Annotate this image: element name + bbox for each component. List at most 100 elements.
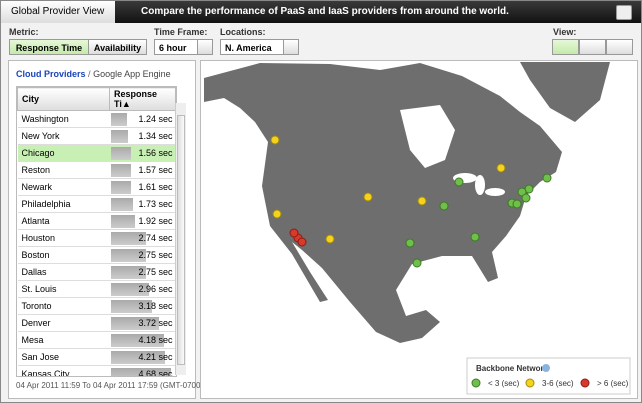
time-label: 3.18 sec — [138, 301, 173, 311]
time-bar — [110, 283, 149, 296]
time-cell: 1.92 sec — [109, 212, 176, 230]
city-cell: Philadelphia — [17, 195, 110, 213]
column-header[interactable]: Response Ti▲ — [109, 87, 176, 111]
location-dot[interactable] — [412, 258, 422, 268]
location-dot[interactable] — [542, 173, 552, 183]
time-cell: 1.24 sec — [109, 110, 176, 128]
time-bar — [110, 215, 136, 228]
location-dot[interactable] — [297, 237, 307, 247]
time-bar — [110, 351, 165, 364]
app-title: Global Provider View — [1, 1, 115, 23]
location-dot[interactable] — [363, 192, 373, 202]
time-label: 4.21 sec — [138, 352, 173, 362]
time-cell: 4.21 sec — [109, 348, 176, 366]
time-cell: 2.75 sec — [109, 263, 176, 281]
city-cell: Mesa — [17, 331, 110, 349]
time-bar — [110, 300, 152, 313]
time-label: 1.34 sec — [138, 131, 173, 141]
table-row[interactable]: Philadelphia 1.73 sec — [17, 195, 176, 213]
info-icon[interactable] — [542, 364, 550, 372]
location-dot[interactable] — [470, 232, 480, 242]
location-dot[interactable] — [496, 163, 506, 173]
time-cell: 1.73 sec — [109, 195, 176, 213]
column-header[interactable]: City — [17, 87, 110, 111]
city-cell: Reston — [17, 161, 110, 179]
legend-item: < 3 (sec) — [488, 379, 520, 388]
time-bar — [110, 249, 147, 262]
time-bar — [110, 113, 127, 126]
time-label: 2.74 sec — [138, 233, 173, 243]
table-row[interactable]: Denver 3.72 sec — [17, 314, 176, 332]
time-label: 1.56 sec — [138, 148, 173, 158]
table-row[interactable]: St. Louis 2.96 sec — [17, 280, 176, 298]
time-cell: 1.61 sec — [109, 178, 176, 196]
time-frame-dropdown[interactable]: 6 hour — [154, 39, 213, 55]
location-dot[interactable] — [289, 228, 299, 238]
metric-label: Metric: — [9, 27, 39, 37]
city-cell: New York — [17, 127, 110, 145]
city-cell: Washington — [17, 110, 110, 128]
time-cell: 4.18 sec — [109, 331, 176, 349]
time-label: 1.24 sec — [138, 114, 173, 124]
locations-label: Locations: — [220, 27, 266, 37]
table-row[interactable]: Houston 2.74 sec — [17, 229, 176, 247]
city-cell: Atlanta — [17, 212, 110, 230]
table-row[interactable]: New York 1.34 sec — [17, 127, 176, 145]
time-label: 1.92 sec — [138, 216, 173, 226]
header-bar — [1, 1, 641, 23]
city-cell: Newark — [17, 178, 110, 196]
expand-button[interactable] — [616, 5, 632, 20]
chart-view-button[interactable] — [579, 39, 606, 55]
time-label: 2.96 sec — [138, 284, 173, 294]
time-bar — [110, 334, 165, 347]
time-bar — [110, 181, 132, 194]
location-dot[interactable] — [521, 193, 531, 203]
table-row[interactable]: Toronto 3.18 sec — [17, 297, 176, 315]
time-cell: 2.74 sec — [109, 229, 176, 247]
city-cell: Denver — [17, 314, 110, 332]
location-dot[interactable] — [439, 201, 449, 211]
legend-item: > 6 (sec) — [597, 379, 629, 388]
metric-button[interactable]: Response Time — [9, 39, 89, 55]
city-cell: St. Louis — [17, 280, 110, 298]
table-row[interactable]: Boston 2.75 sec — [17, 246, 176, 264]
map-panel: Backbone Network < 3 (sec) 3-6 (sec) > 6… — [200, 60, 638, 399]
table-row[interactable]: Reston 1.57 sec — [17, 161, 176, 179]
location-dot[interactable] — [272, 209, 282, 219]
time-cell: 1.57 sec — [109, 161, 176, 179]
table-row[interactable]: Kansas City 4.68 sec — [17, 365, 176, 376]
globe-view-button[interactable] — [552, 39, 579, 55]
table-row[interactable]: Mesa 4.18 sec — [17, 331, 176, 349]
table-row[interactable]: San Jose 4.21 sec — [17, 348, 176, 366]
city-table: City Response Ti▲ Washington 1.24 sec New Y… — [17, 87, 176, 376]
location-dot[interactable] — [417, 196, 427, 206]
time-bar — [110, 198, 133, 211]
time-label: 2.75 sec — [138, 250, 173, 260]
location-dot[interactable] — [454, 177, 464, 187]
location-dot[interactable] — [270, 135, 280, 145]
table-row[interactable]: Atlanta 1.92 sec — [17, 212, 176, 230]
location-dot[interactable] — [405, 238, 415, 248]
location-dot[interactable] — [325, 234, 335, 244]
locations-dropdown[interactable]: N. America — [220, 39, 299, 55]
table-row[interactable]: Chicago 1.56 sec — [17, 144, 176, 162]
table-row[interactable]: Newark 1.61 sec — [17, 178, 176, 196]
city-cell: Toronto — [17, 297, 110, 315]
scrollbar[interactable] — [175, 103, 186, 375]
header-subtitle: Compare the performance of PaaS and IaaS… — [141, 6, 509, 17]
legend-box — [466, 357, 631, 395]
location-dot[interactable] — [512, 199, 522, 209]
metric-button[interactable]: Availability — [88, 39, 147, 55]
breadcrumb-link[interactable]: Cloud Providers — [16, 69, 86, 79]
legend-item: 3-6 (sec) — [542, 379, 574, 388]
time-bar — [110, 164, 131, 177]
table-row[interactable]: Dallas 2.75 sec — [17, 263, 176, 281]
time-label: 1.73 sec — [138, 199, 173, 209]
time-bar — [110, 232, 146, 245]
time-bar — [110, 130, 128, 143]
table-row[interactable]: Washington 1.24 sec — [17, 110, 176, 128]
table-view-button[interactable] — [606, 39, 633, 55]
time-cell: 1.56 sec — [109, 144, 176, 162]
time-label: 3.72 sec — [138, 318, 173, 328]
